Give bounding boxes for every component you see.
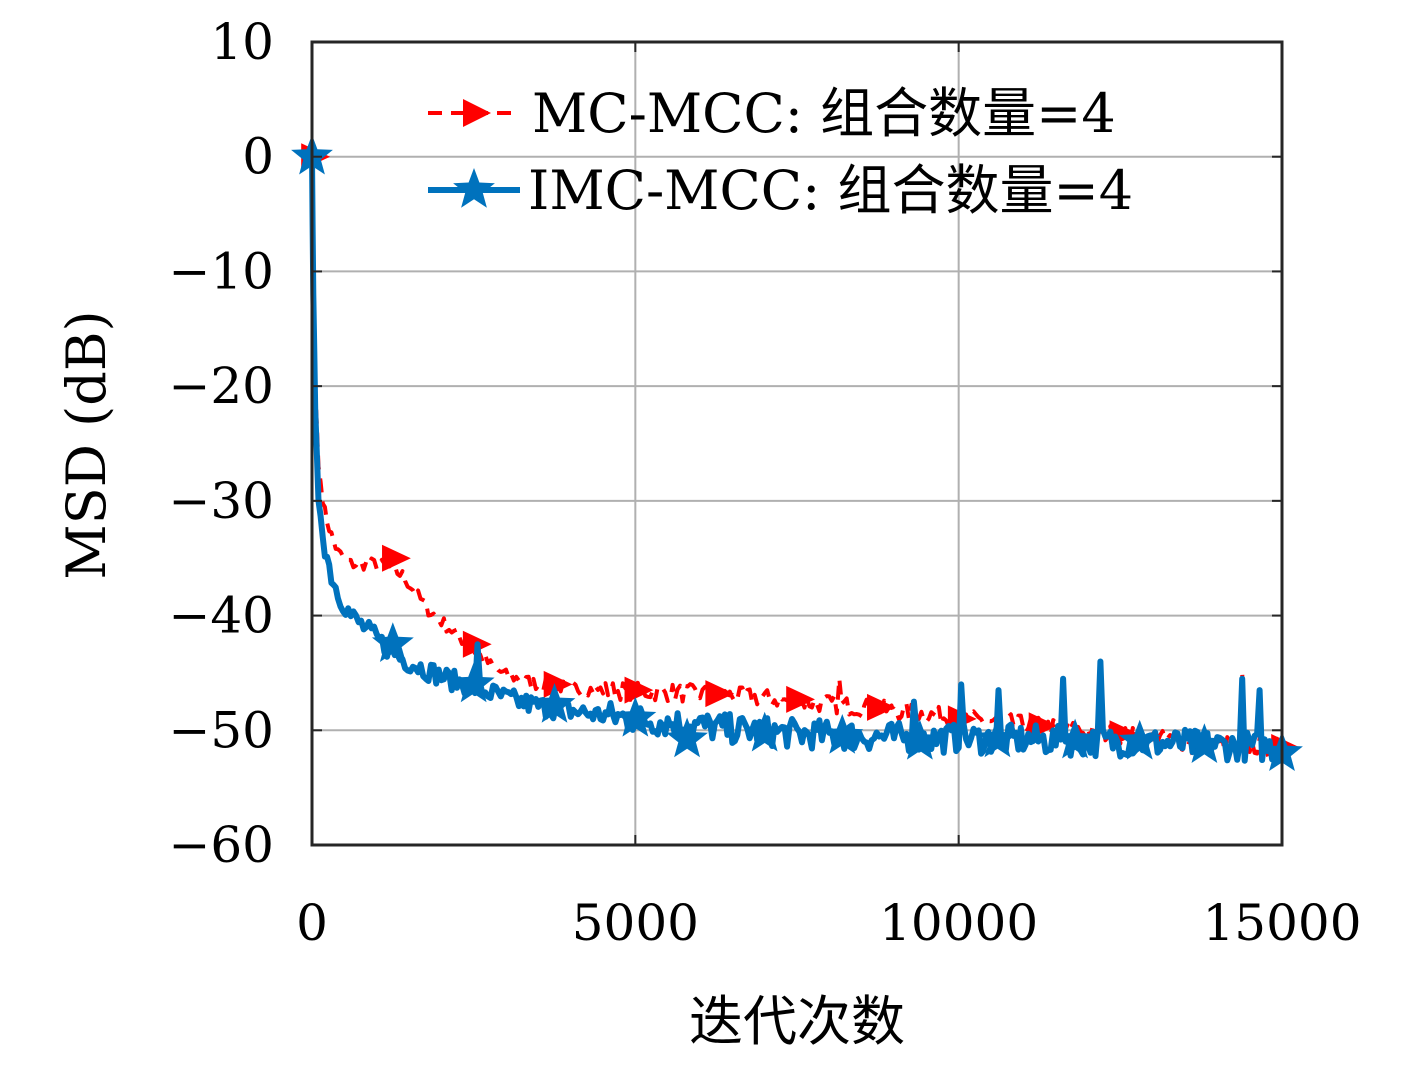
data-point-star [1183,723,1226,763]
data-point-triangle [382,544,411,572]
data-point-star [821,714,864,754]
data-point-star [1118,719,1161,760]
data-point-triangle [705,680,735,708]
y-tick-label: −40 [168,587,274,645]
y-axis-label: MSD (dB) [55,310,118,579]
x-tick-label: 5000 [572,894,699,952]
y-tick-label: −30 [168,472,274,530]
y-tick-label: −50 [168,701,274,759]
grid-lines [312,42,1282,845]
data-point-star [533,683,576,723]
y-tick-label: 10 [210,13,274,71]
series-layer [291,134,1303,771]
x-axis-label: 迭代次数 [689,990,905,1053]
y-tick-label: −20 [168,357,274,415]
legend-label-mc-mcc: MC-MCC: 组合数量=4 [532,82,1116,145]
data-point-star [743,711,786,752]
legend-label-imc-mcc: IMC-MCC: 组合数量=4 [528,159,1133,222]
axes-frame [310,40,1284,847]
legend-marker-imc-mcc [453,168,495,208]
data-point-triangle [543,670,573,698]
data-point-triangle [624,676,654,704]
data-point-triangle [867,693,896,721]
x-tick-label: 10000 [879,894,1038,952]
data-point-star [666,717,708,758]
data-point-star [452,662,495,703]
y-tick-label: −60 [168,816,274,874]
data-point-star [371,622,414,662]
data-point-star [976,717,1019,758]
y-tick-label: 0 [242,128,274,186]
y-tick-label: −10 [168,242,274,300]
data-point-star [898,719,941,760]
x-tick-label: 15000 [1202,894,1361,952]
legend: MC-MCC: 组合数量=4 IMC-MCC: 组合数量=4 [428,82,1133,222]
data-point-star [1054,718,1096,759]
data-point-star [614,696,657,737]
data-point-triangle [786,685,815,713]
x-tick-label: 0 [296,894,328,952]
legend-item-mc-mcc: MC-MCC: 组合数量=4 [428,82,1116,145]
legend-item-imc-mcc: IMC-MCC: 组合数量=4 [428,159,1133,222]
legend-marker-mc-mcc [463,99,491,127]
axis-ticks: 0 5000 10000 15000 10 0 −10 −20 −30 −40 −50 −60 [168,13,1361,952]
